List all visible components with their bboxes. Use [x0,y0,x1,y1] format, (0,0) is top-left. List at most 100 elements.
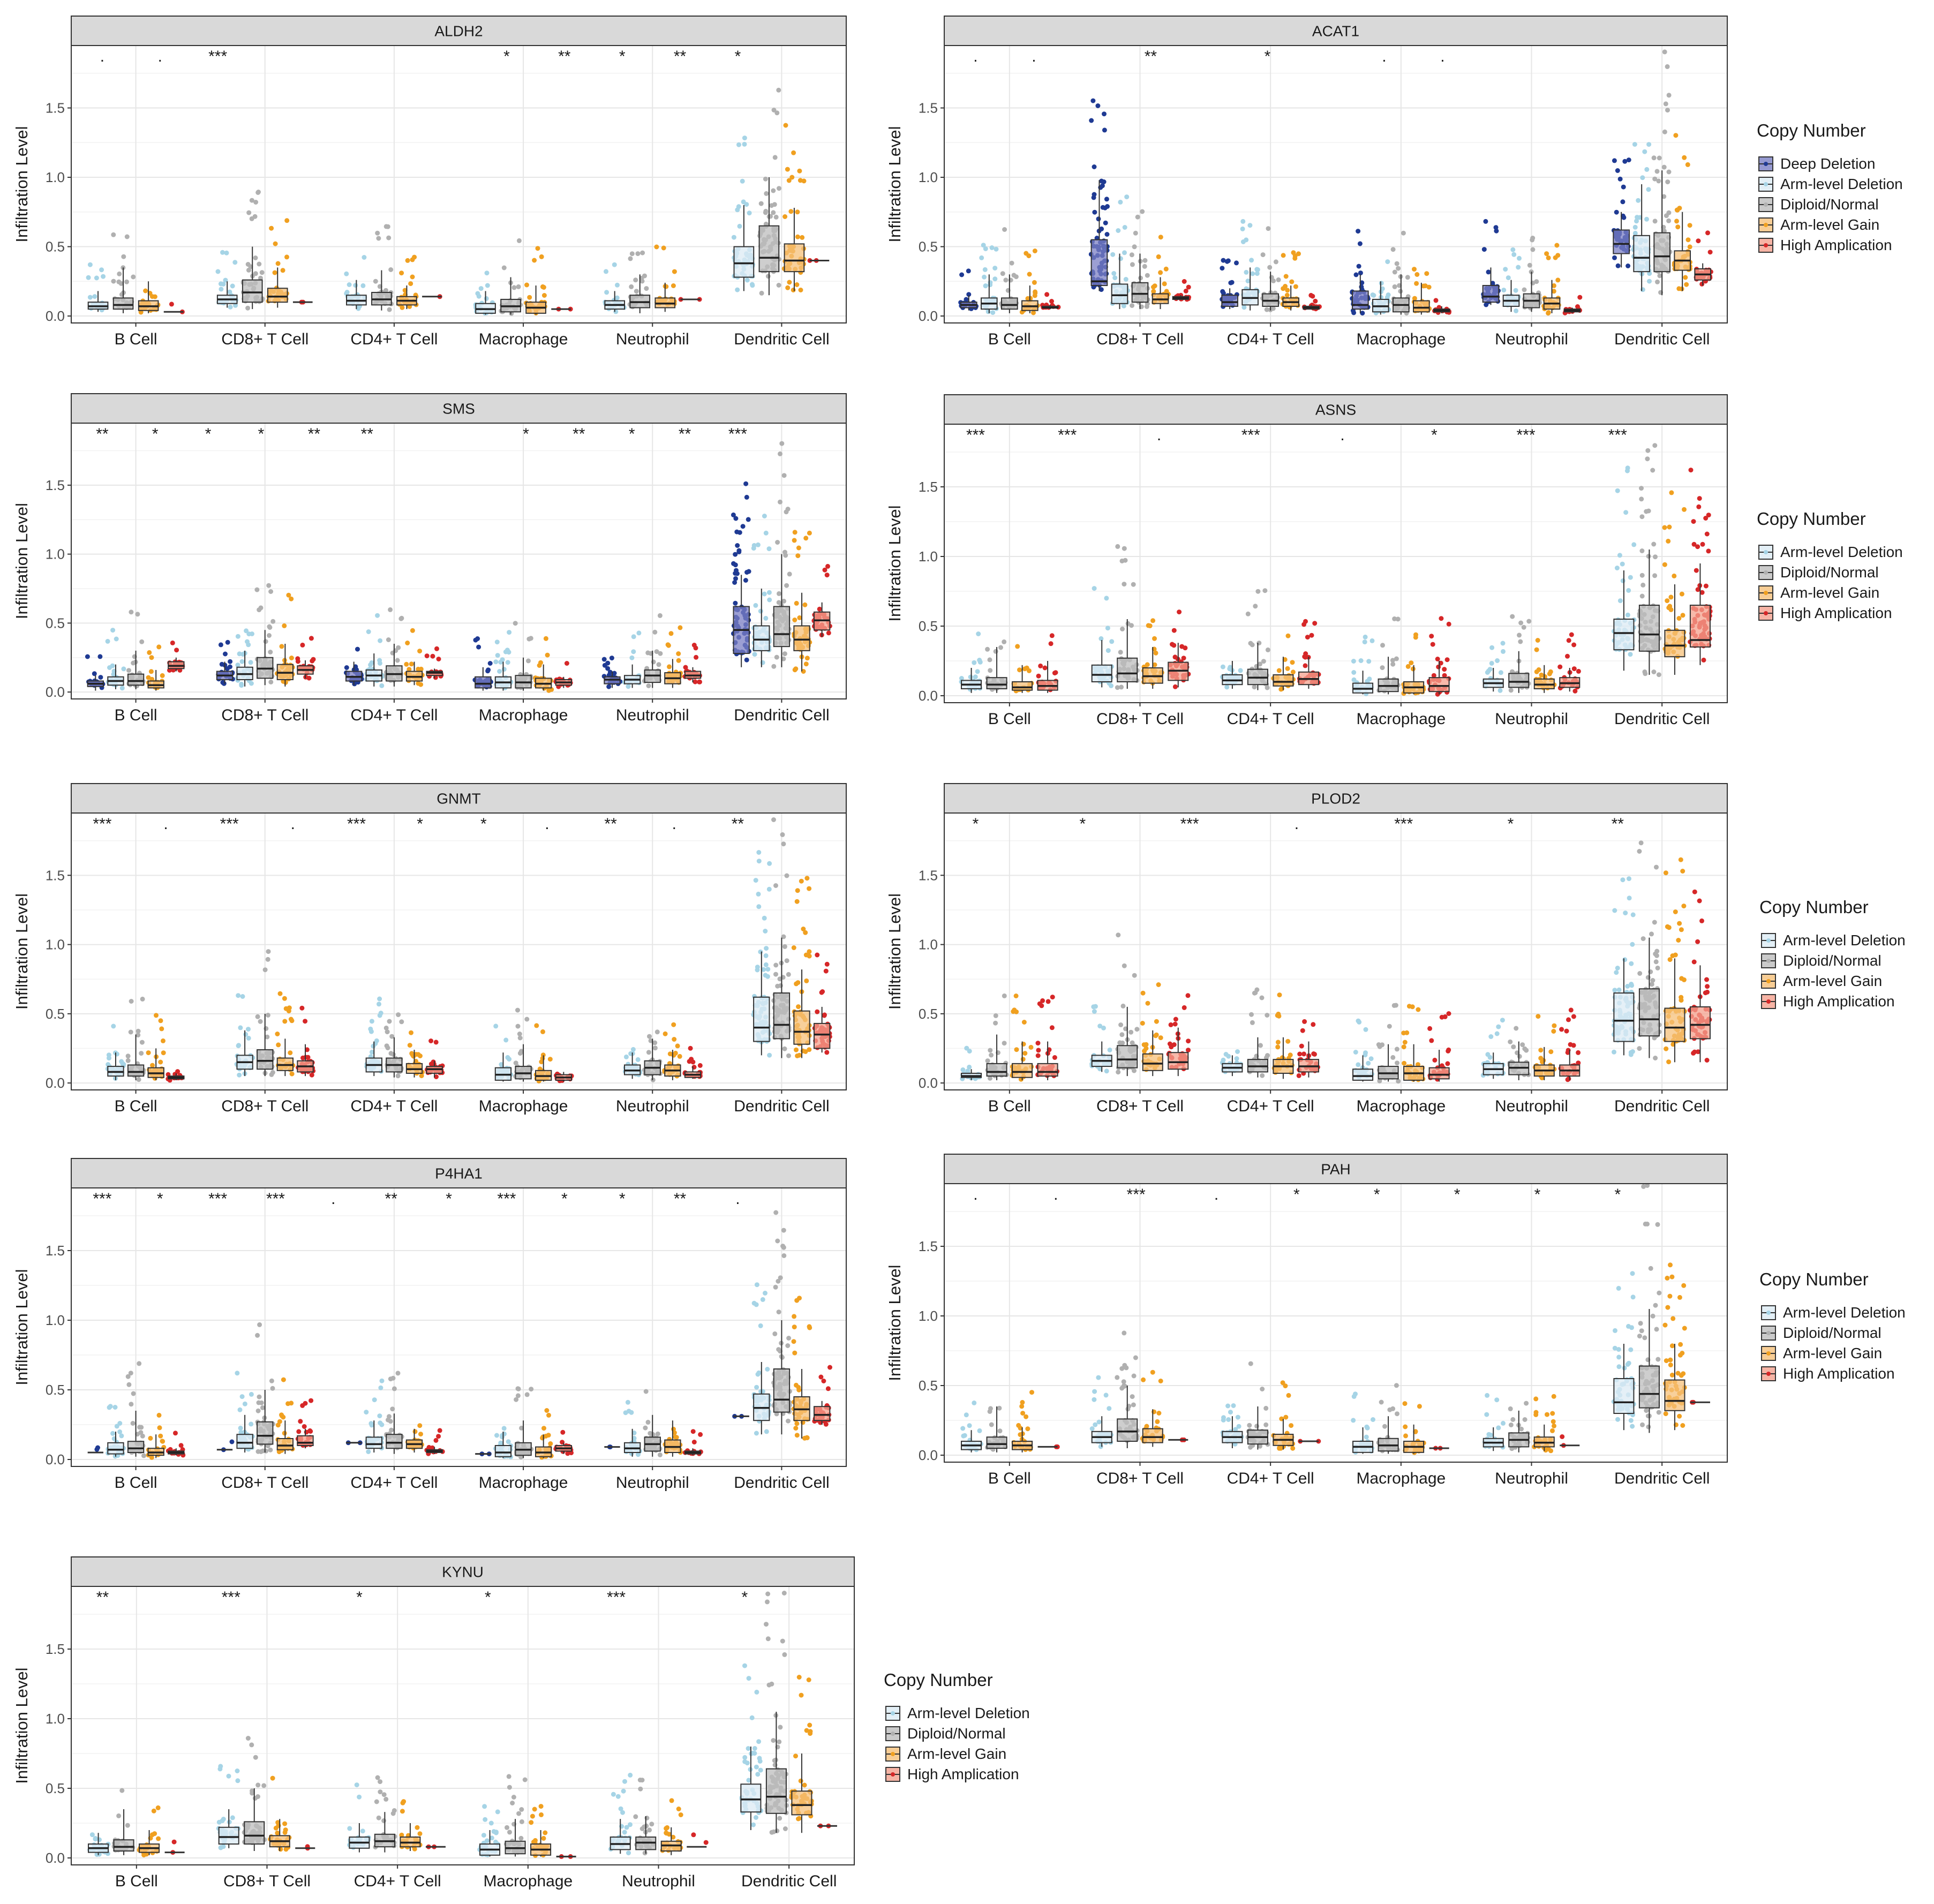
x-tick-label: Neutrophil [616,706,689,724]
data-point [1146,623,1151,628]
box [268,288,288,302]
box [754,626,769,651]
data-point [1123,225,1127,230]
data-point [386,637,391,642]
data-point [542,293,547,298]
data-point [633,277,638,282]
data-point [989,1053,994,1058]
data-point [273,242,278,246]
data-point [389,1034,394,1039]
data-point [1357,1020,1361,1025]
significance-label: *** [347,815,366,833]
significance-label: ** [1145,48,1157,65]
data-point [110,628,115,633]
data-point [1253,604,1258,608]
data-point [1489,661,1494,666]
data-point [1300,1028,1305,1033]
data-point [405,641,410,645]
legend-label: Arm-level Deletion [1780,176,1903,192]
data-point [282,623,287,628]
data-point [1003,277,1008,282]
data-point [159,1026,164,1031]
data-point [399,1019,404,1024]
data-point [1683,275,1688,280]
data-point [993,1021,998,1026]
data-point [1015,644,1020,649]
data-point [1044,292,1049,297]
data-point [1221,258,1226,263]
data-point [434,646,439,651]
data-point [309,636,314,641]
data-point [88,262,93,267]
data-point [1666,539,1670,544]
x-tick-label: CD8+ T Cell [221,706,308,724]
data-point [527,295,532,300]
data-point [1261,252,1266,257]
box [1273,675,1293,686]
data-point [476,645,481,650]
data-point [131,275,136,280]
data-point [266,1013,270,1018]
x-tick-label: CD4+ T Cell [350,706,438,724]
data-point [1132,1068,1137,1073]
data-point [1664,101,1668,106]
x-tick-label: Dendritic Cell [734,1097,829,1115]
box [1413,301,1429,312]
data-point [1132,973,1137,978]
data-point [1534,648,1539,652]
x-tick-label: B Cell [115,706,157,724]
data-point [1358,242,1363,246]
data-point [966,268,971,273]
y-tick-label: 0.5 [46,615,65,631]
data-point [1626,613,1630,618]
box [1117,658,1137,682]
data-point [1673,133,1678,138]
data-point [1095,103,1100,108]
data-point [362,255,366,260]
significance-label: . [1032,48,1036,65]
data-point [825,573,830,577]
data-point [1033,249,1037,253]
data-point [1135,215,1140,220]
data-point [1445,657,1450,662]
legend-key-point [1764,162,1768,166]
data-point [169,302,174,306]
data-point [412,255,417,260]
data-point [1667,525,1672,530]
y-tick-label: 1.0 [919,937,938,953]
legend-key-point [1764,223,1768,227]
data-point [1158,235,1163,239]
box [1429,678,1449,691]
legend-key-point [1764,243,1768,247]
data-point [135,612,140,616]
data-point [988,668,992,673]
data-point [1696,505,1701,509]
panel-title: GNMT [437,791,480,807]
box [785,244,804,272]
x-tick-label: Neutrophil [1495,1097,1568,1115]
data-point [1357,264,1361,269]
data-point [1391,247,1396,252]
data-point [1249,1012,1254,1017]
data-point [1692,542,1697,547]
significance-label: ** [96,425,109,443]
box [814,1024,830,1049]
data-point [669,631,674,636]
data-point [1620,562,1625,567]
data-point [258,1019,263,1024]
data-point [505,1055,510,1060]
data-point [126,1053,131,1058]
data-point [1439,616,1443,621]
data-point [1254,267,1259,272]
data-point [1626,264,1630,268]
data-point [1555,277,1560,282]
data-point [671,283,676,288]
data-point [1682,155,1687,160]
data-point [526,658,531,663]
box [794,626,809,651]
data-point [1652,155,1657,160]
data-point [1246,612,1251,616]
x-tick-label: CD4+ T Cell [350,1097,438,1115]
data-point [1640,583,1645,588]
